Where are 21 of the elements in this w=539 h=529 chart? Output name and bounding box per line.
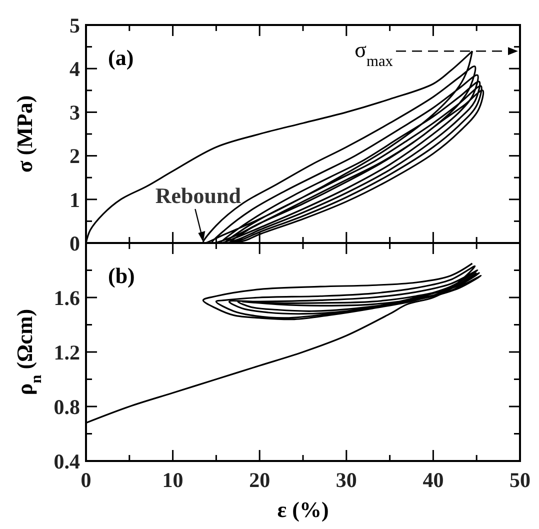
y-tick-label: 4 <box>70 56 80 81</box>
annotation: Rebound <box>155 183 241 208</box>
x-tick-label: 10 <box>162 468 184 492</box>
ref-line-label: σ$_{max}$ <box>354 37 394 70</box>
y-tick-label: 3 <box>70 100 80 125</box>
x-tick-label: 50 <box>510 468 530 492</box>
annotation: (a) <box>108 45 134 70</box>
y-tick-label: 1.6 <box>54 286 80 310</box>
y-tick-label: 5 <box>70 13 80 38</box>
annotation: (b) <box>108 263 135 288</box>
y-tick-label: 1 <box>70 188 80 212</box>
x-tick-label: 40 <box>422 468 444 492</box>
y-tick-label: 2 <box>70 144 80 168</box>
x-tick-label: 30 <box>336 468 357 492</box>
x-axis-title: ε (%) <box>277 497 329 522</box>
y-tick-label: 1.2 <box>54 340 80 364</box>
y-tick-label: 0.8 <box>54 394 80 419</box>
y-tick-label: 0.4 <box>54 449 80 474</box>
y-tick-label: 0 <box>70 231 80 256</box>
y-axis-title: σ (MPa) <box>12 95 37 173</box>
x-tick-label: 20 <box>249 468 270 492</box>
